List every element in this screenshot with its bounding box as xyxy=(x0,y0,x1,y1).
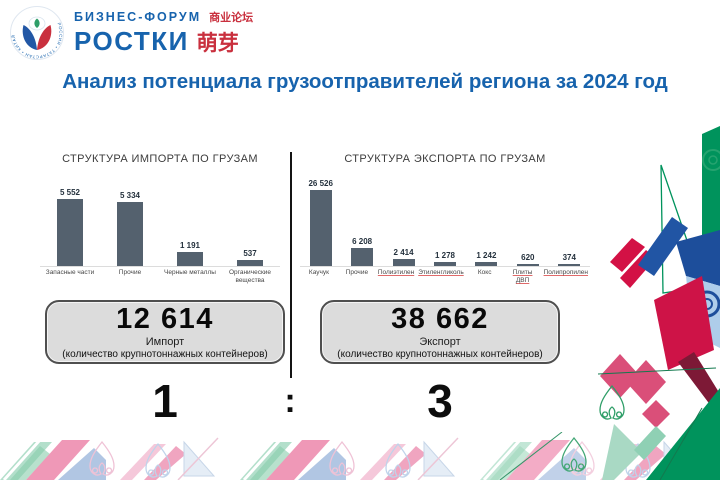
forum-name: РОСТКИ xyxy=(74,26,189,56)
import-chart-plot: 5 552 5 334 1 191 537 xyxy=(40,171,280,267)
bar xyxy=(433,262,456,266)
bar-value-label: 1 242 xyxy=(476,251,497,260)
bar-category-label: Органические вещества xyxy=(228,269,272,285)
bar-column: 26 526 xyxy=(300,179,341,266)
bar-value-label: 2 414 xyxy=(393,248,414,257)
bar-column: 374 xyxy=(549,253,590,266)
bar-column: 6 208 xyxy=(341,237,382,266)
import-chart-title: СТРУКТУРА ИМПОРТА ПО ГРУЗАМ xyxy=(62,153,258,165)
bar-category-label: Полипропилен xyxy=(543,269,589,276)
bar-value-label: 5 334 xyxy=(119,191,141,200)
bar-value-label: 5 552 xyxy=(59,188,81,197)
bottom-ornament-strip xyxy=(0,432,720,480)
bar xyxy=(57,199,83,266)
ratio-separator: : xyxy=(284,382,296,420)
bar-column: 1 242 xyxy=(466,251,507,266)
bar-value-label: 1 191 xyxy=(179,241,201,250)
bar-category-label: Каучук xyxy=(308,269,329,276)
import-export-ratio: 1 : 3 xyxy=(0,374,720,430)
bar-value-label: 6 208 xyxy=(352,237,373,246)
forum-logo: РОССИЯ • ТАТАРСТАН • КИТАЙ БИЗНЕС-ФОРУМ … xyxy=(10,6,253,60)
bar-category-label: Этиленгликоль xyxy=(418,269,464,276)
bar xyxy=(117,202,143,266)
bar-category-label: Запасные части xyxy=(45,269,95,276)
bar xyxy=(309,190,332,266)
import-total-value: 12 614 xyxy=(116,303,214,335)
bar xyxy=(475,262,498,266)
bar-column: 2 414 xyxy=(383,248,424,266)
export-chart-title: СТРУКТУРА ЭКСПОРТА ПО ГРУЗАМ xyxy=(344,153,546,165)
bar-value-label: 374 xyxy=(562,253,576,262)
import-total-label: Импорт xyxy=(145,335,185,348)
ratio-import-value: 1 xyxy=(152,375,178,427)
import-chart-categories: Запасные части Прочие Черные металлы Органи… xyxy=(40,267,280,285)
export-total-value: 38 662 xyxy=(391,303,489,335)
bar xyxy=(558,264,581,266)
bar-value-label: 26 526 xyxy=(308,179,333,188)
bar-column: 537 xyxy=(220,249,280,266)
vertical-divider xyxy=(290,152,292,378)
rostki-emblem-icon: РОССИЯ • ТАТАРСТАН • КИТАЙ xyxy=(10,6,64,60)
forum-type-label-chinese: 商业论坛 xyxy=(209,12,254,24)
bar xyxy=(516,264,539,266)
import-structure-chart: СТРУКТУРА ИМПОРТА ПО ГРУЗАМ 5 552 5 334 1 … xyxy=(40,153,280,285)
bar-category-label: Плиты ДВП xyxy=(512,269,533,285)
forum-name-chinese: 萌芽 xyxy=(196,32,239,55)
bar-value-label: 620 xyxy=(521,253,535,262)
import-total-box: 12 614 Импорт (количество крупнотоннажны… xyxy=(45,300,285,364)
bar-column: 1 191 xyxy=(160,241,220,266)
bar-category-label: Прочие xyxy=(118,269,142,276)
export-chart-categories: Каучук Прочие Полиэтилен Этиленгликоль Кокс П… xyxy=(300,267,590,285)
bar-value-label: 537 xyxy=(243,249,257,258)
bar-category-label: Кокс xyxy=(477,269,492,276)
export-total-label: Экспорт xyxy=(419,335,461,348)
export-chart-plot: 26 526 6 208 2 414 1 278 1 242 620 374 xyxy=(300,171,590,267)
ratio-export-value: 3 xyxy=(427,375,453,427)
bar-category-label: Прочие xyxy=(345,269,369,276)
bar-category-label: Черные металлы xyxy=(164,269,216,276)
right-ornament xyxy=(597,126,720,480)
bar-column: 620 xyxy=(507,253,548,266)
export-total-sublabel: (количество крупнотоннажных контейнеров) xyxy=(337,348,543,360)
slide-title: Анализ потенциала грузоотправителей реги… xyxy=(62,70,668,93)
bar xyxy=(237,260,263,266)
bar-category-label: Полиэтилен xyxy=(377,269,415,276)
bar xyxy=(351,248,374,266)
export-structure-chart: СТРУКТУРА ЭКСПОРТА ПО ГРУЗАМ 26 526 6 208… xyxy=(300,153,590,285)
bar-column: 5 334 xyxy=(100,191,160,266)
import-total-sublabel: (количество крупнотоннажных контейнеров) xyxy=(62,348,268,360)
bar xyxy=(392,259,415,266)
export-total-box: 38 662 Экспорт (количество крупнотоннажн… xyxy=(320,300,560,364)
bar xyxy=(177,252,203,266)
bar-column: 1 278 xyxy=(424,251,465,266)
bar-column: 5 552 xyxy=(40,188,100,266)
forum-type-label: БИЗНЕС-ФОРУМ xyxy=(74,10,202,24)
bar-value-label: 1 278 xyxy=(434,251,455,260)
